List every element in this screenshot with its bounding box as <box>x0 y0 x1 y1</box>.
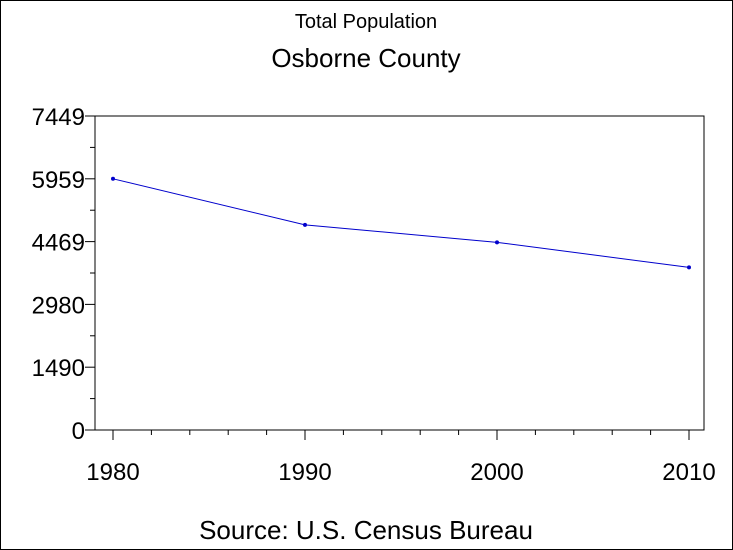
x-tick-label: 1980 <box>86 459 139 486</box>
x-axis: 1980 1990 2000 2010 <box>86 430 716 486</box>
y-tick-label: 0 <box>72 418 85 445</box>
data-point <box>111 176 115 181</box>
series-line <box>112 178 690 268</box>
y-tick-label: 2980 <box>32 292 85 319</box>
data-point <box>303 222 307 227</box>
y-tick-label: 7449 <box>32 104 85 131</box>
y-axis: 0 1490 2980 4469 5959 7449 <box>32 104 95 445</box>
x-tick-label: 2000 <box>470 459 523 486</box>
y-tick-label: 5959 <box>32 167 85 194</box>
y-tick-label: 1490 <box>32 355 85 382</box>
series-layer <box>111 176 691 270</box>
x-tick-label: 1990 <box>278 459 331 486</box>
chart-title: Osborne County <box>271 43 460 73</box>
chart-subtitle: Total Population <box>295 11 437 33</box>
data-point <box>687 265 691 270</box>
data-point <box>495 240 499 245</box>
plot-area <box>94 115 705 431</box>
source-footnote: Source: U.S. Census Bureau <box>199 515 533 545</box>
x-tick-label: 2010 <box>662 459 715 486</box>
y-tick-label: 4469 <box>32 230 85 257</box>
